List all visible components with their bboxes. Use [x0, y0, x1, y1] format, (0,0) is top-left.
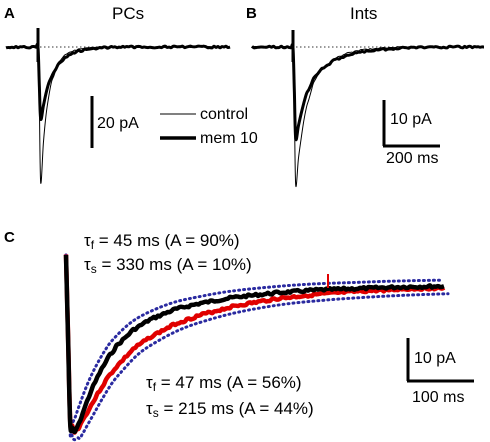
- panel-b-trace-control: [252, 42, 485, 188]
- panel-c-fit-red: [64, 253, 450, 442]
- fit1-tau-f: τf = 45 ms (A = 90%): [84, 231, 240, 252]
- panel-c-trace-black: [63, 254, 445, 435]
- panel-b-scale-label-x: 200 ms: [386, 150, 438, 167]
- panel-c-traces: [63, 253, 450, 442]
- panel-c-scale-label-y: 10 pA: [414, 350, 456, 367]
- panel-c-scale-label-x: 100 ms: [412, 389, 464, 406]
- panel-c-letter: C: [4, 229, 15, 246]
- legend-mem-label: mem 10: [200, 130, 258, 147]
- panel-b-traces: [250, 42, 485, 188]
- panel-a-scale-label-y: 20 pA: [97, 115, 139, 132]
- panel-a-traces: [5, 41, 231, 184]
- panel-b-title: Ints: [350, 4, 377, 23]
- panel-b-trace-mem-10: [250, 43, 485, 142]
- panel-a-letter: A: [4, 5, 15, 22]
- panel-c-trace-red: [63, 254, 446, 435]
- panel-c-fit-black: [64, 253, 442, 440]
- panel-a-title: PCs: [112, 4, 144, 23]
- legend-control-label: control: [200, 106, 248, 123]
- fit2-tau-s: τs = 215 ms (A = 44%): [146, 399, 314, 420]
- panel-a-trace-mem-10: [5, 42, 231, 121]
- fit2-tau-f: τf = 47 ms (A = 56%): [146, 373, 302, 394]
- panel-b-letter: B: [246, 5, 257, 22]
- panel-b-scale-label-y: 10 pA: [390, 111, 432, 128]
- fit1-tau-s: τs = 330 ms (A = 10%): [84, 255, 252, 276]
